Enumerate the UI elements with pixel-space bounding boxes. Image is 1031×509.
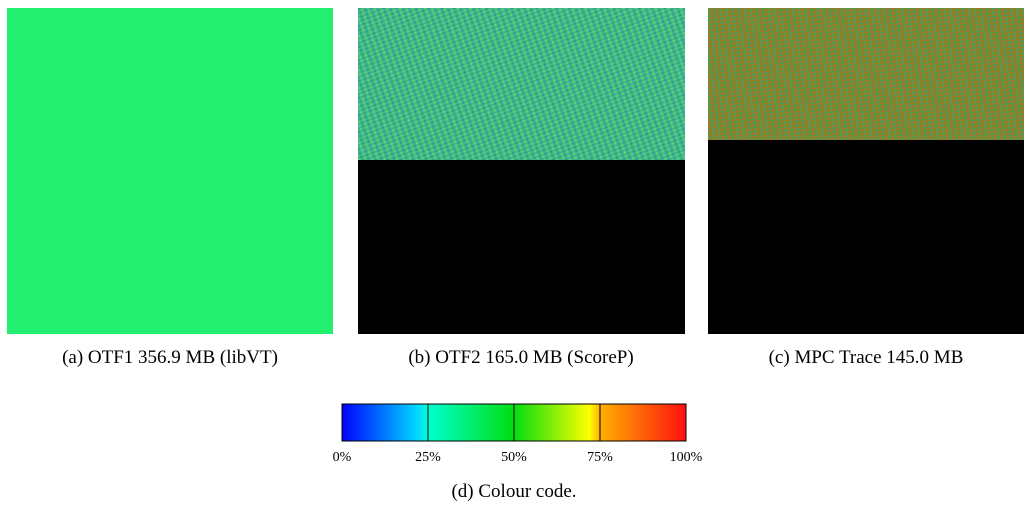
tick-label: 25% bbox=[415, 450, 441, 465]
panel-a-image bbox=[7, 8, 333, 334]
panel-b-pattern bbox=[358, 8, 685, 160]
tick-label: 100% bbox=[670, 450, 703, 465]
panel-c-pattern bbox=[708, 8, 1024, 140]
tick-label: 50% bbox=[501, 450, 527, 465]
tick-label: 75% bbox=[587, 450, 613, 465]
caption: (d) Colour code. bbox=[451, 481, 576, 502]
tick-label: 0% bbox=[333, 450, 352, 465]
caption: (b) OTF2 165.0 MB (ScoreP) bbox=[408, 347, 633, 368]
caption: (a) OTF1 356.9 MB (libVT) bbox=[62, 347, 278, 368]
caption: (c) MPC Trace 145.0 MB bbox=[769, 347, 964, 368]
